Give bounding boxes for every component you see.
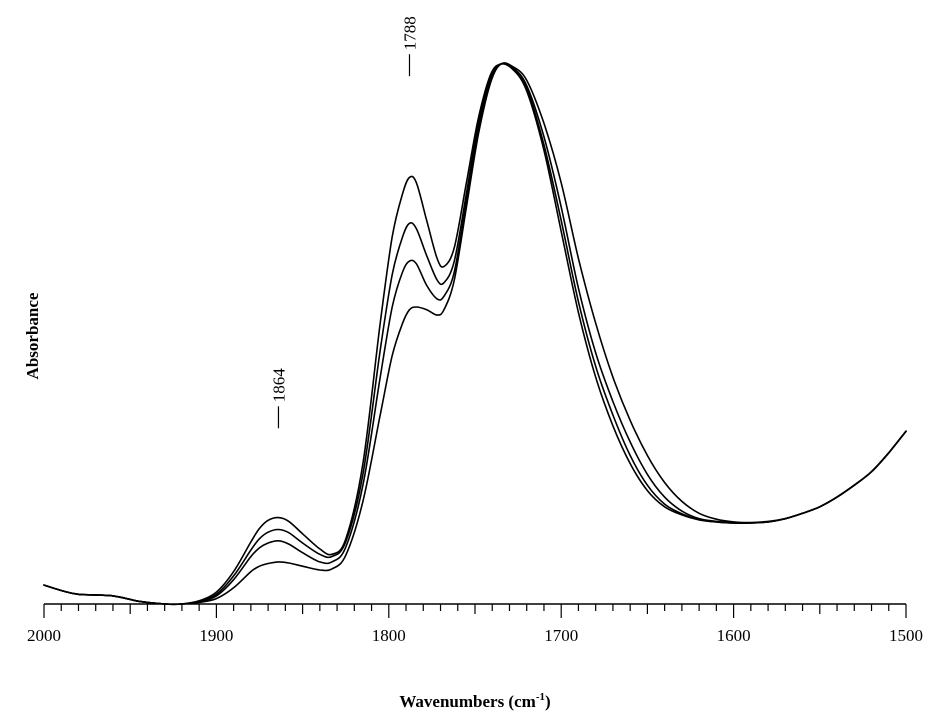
peak-label: 1788	[400, 16, 419, 50]
peak-annotations: 1864 1788	[269, 16, 419, 429]
x-axis-tick-labels: 2000 1900 1800 1700 1600 1500	[27, 626, 923, 645]
x-tick-label: 1500	[889, 626, 923, 645]
x-tick-label: 1800	[372, 626, 406, 645]
x-tick-label: 2000	[27, 626, 61, 645]
x-tick-label: 1700	[544, 626, 578, 645]
spectra-curves	[43, 62, 907, 606]
x-axis-ticks	[43, 604, 907, 618]
y-axis-title: Absorbance	[23, 292, 42, 379]
peak-label: 1864	[269, 368, 288, 403]
x-tick-label: 1900	[199, 626, 233, 645]
x-axis-title: Wavenumbers (cm-1)	[399, 691, 550, 711]
spectrum-series-4	[43, 62, 907, 606]
spectrum-series-3	[43, 62, 907, 606]
x-tick-label: 1600	[717, 626, 751, 645]
